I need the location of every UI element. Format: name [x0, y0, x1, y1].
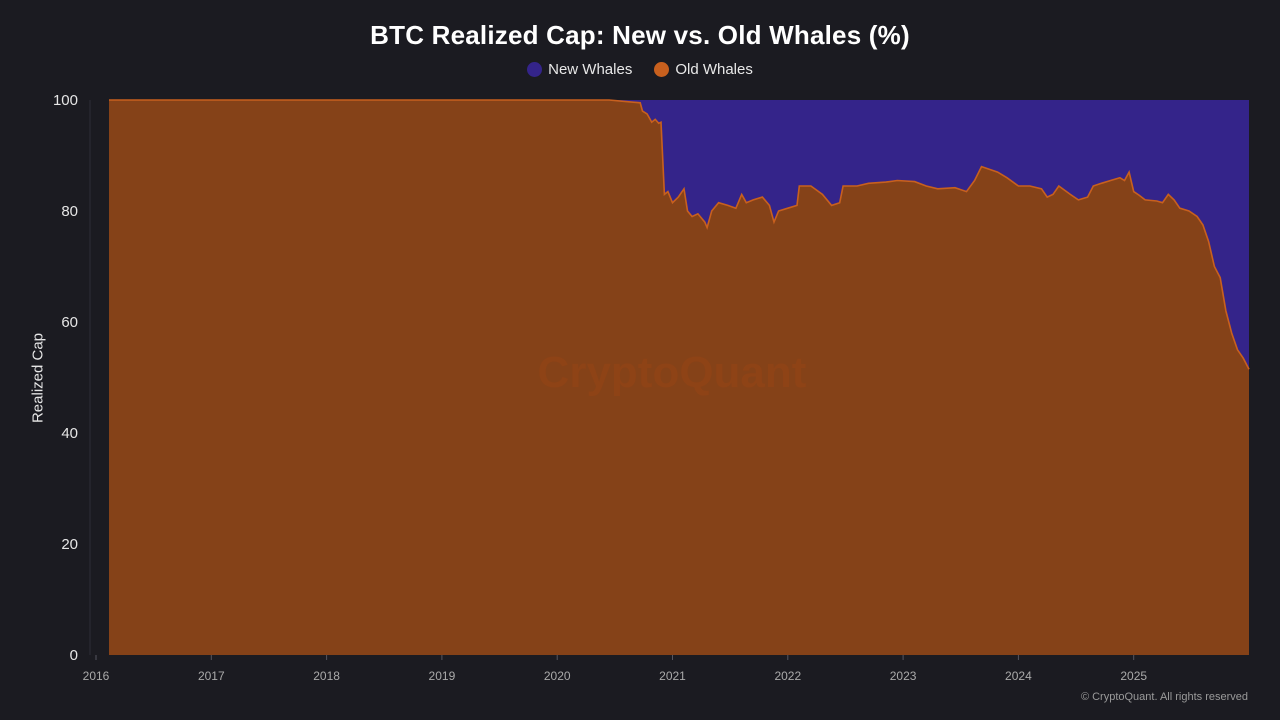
new-whales-swatch — [527, 62, 543, 77]
old-whales-area[interactable] — [109, 100, 1249, 655]
legend-item-new-whales[interactable]: New Whales — [527, 61, 632, 78]
legend-label-old-whales: Old Whales — [675, 61, 753, 78]
x-tick-label: 2025 — [1120, 669, 1147, 683]
copyright-notice: © CryptoQuant. All rights reserved — [1080, 691, 1248, 703]
y-axis-ticks: 0 20 40 60 80 100 — [53, 92, 78, 664]
x-tick-label: 2023 — [890, 669, 917, 683]
x-tick-label: 2018 — [313, 669, 340, 683]
x-tick-label: 2020 — [544, 669, 571, 683]
y-tick-label: 80 — [61, 203, 78, 220]
chart-title: BTC Realized Cap: New vs. Old Whales (%) — [370, 20, 910, 50]
legend-item-old-whales[interactable]: Old Whales — [654, 61, 753, 78]
old-whales-line — [109, 99, 1250, 370]
x-tick-label: 2016 — [83, 669, 110, 683]
y-tick-label: 20 — [61, 536, 78, 553]
y-tick-label: 100 — [53, 92, 78, 109]
y-tick-label: 60 — [61, 314, 78, 331]
x-tick-label: 2021 — [659, 669, 686, 683]
y-tick-label: 0 — [70, 647, 78, 664]
y-tick-label: 40 — [61, 425, 78, 442]
old-whales-swatch — [654, 62, 670, 77]
x-tick-label: 2017 — [198, 669, 225, 683]
x-tick-label: 2022 — [774, 669, 801, 683]
x-tick-label: 2019 — [429, 669, 456, 683]
legend-label-new-whales: New Whales — [548, 61, 633, 78]
x-axis-ticks: 2016 2017 2018 2019 2020 2021 2022 2023 2024 2025 — [83, 655, 1147, 683]
legend: New Whales Old Whales — [0, 61, 1280, 78]
x-tick-label: 2024 — [1005, 669, 1032, 683]
